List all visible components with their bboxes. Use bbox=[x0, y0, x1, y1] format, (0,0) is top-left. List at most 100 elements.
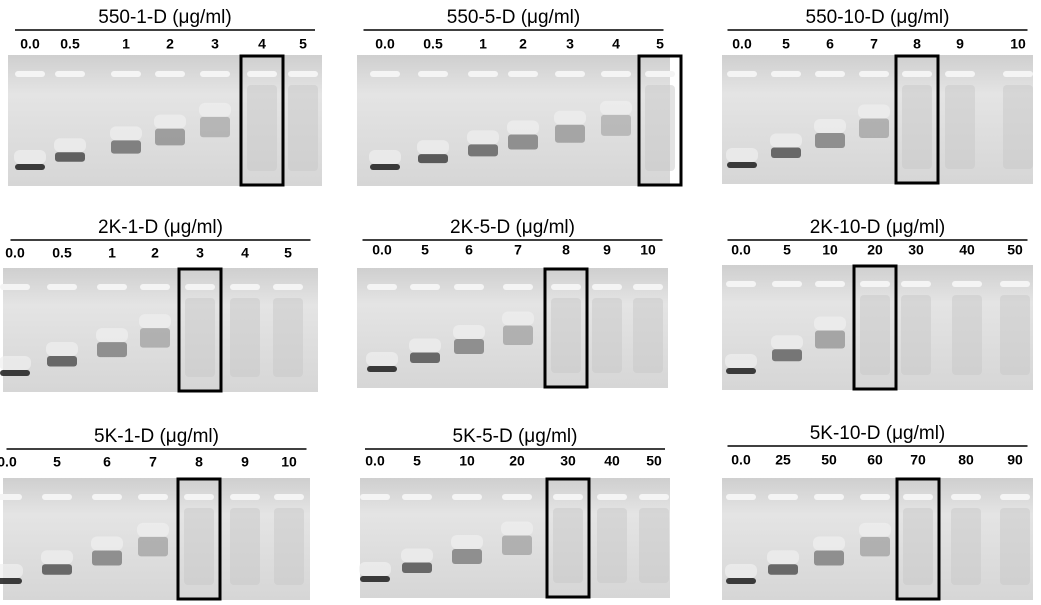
lane-label: 10 bbox=[822, 242, 838, 258]
lane-label: 4 bbox=[612, 36, 620, 52]
band bbox=[860, 536, 890, 557]
band bbox=[813, 536, 845, 551]
band bbox=[771, 335, 803, 350]
band bbox=[97, 342, 127, 358]
lane-label: 10 bbox=[281, 454, 297, 470]
band bbox=[727, 162, 757, 168]
band bbox=[41, 550, 73, 565]
lane-label: 5 bbox=[782, 36, 790, 52]
panel-title: 5K-5-D (μg/ml) bbox=[453, 426, 578, 447]
highlight-box bbox=[895, 477, 941, 601]
band bbox=[409, 338, 441, 353]
band bbox=[726, 578, 756, 584]
well bbox=[553, 494, 583, 500]
well bbox=[184, 494, 214, 500]
lane-label: 0.0 bbox=[365, 453, 385, 469]
lane-label: 0.5 bbox=[52, 245, 72, 261]
lane-label: 4 bbox=[241, 245, 249, 261]
lane-label: 5 bbox=[53, 454, 61, 470]
lane-label: 30 bbox=[908, 242, 924, 258]
smear bbox=[952, 295, 982, 375]
well bbox=[247, 71, 277, 77]
band bbox=[467, 130, 499, 145]
band bbox=[768, 564, 798, 575]
lane-label: 80 bbox=[958, 452, 974, 468]
smear bbox=[185, 298, 215, 377]
highlight-box bbox=[637, 54, 683, 187]
band bbox=[140, 328, 170, 348]
band bbox=[55, 152, 85, 162]
well bbox=[410, 284, 440, 290]
lane-label: 20 bbox=[509, 453, 525, 469]
band bbox=[770, 133, 802, 148]
band bbox=[468, 144, 498, 157]
lane-label: 2 bbox=[151, 245, 159, 261]
panel-title: 550-5-D (μg/ml) bbox=[447, 7, 580, 28]
band bbox=[859, 522, 891, 537]
band bbox=[155, 128, 185, 146]
band bbox=[452, 549, 482, 564]
highlight-box bbox=[894, 54, 940, 185]
band bbox=[54, 138, 86, 153]
lane-label: 7 bbox=[149, 454, 157, 470]
band bbox=[600, 100, 632, 115]
well bbox=[633, 284, 663, 290]
well bbox=[360, 494, 390, 500]
smear bbox=[274, 508, 304, 585]
panel-title: 5K-10-D (μg/ml) bbox=[810, 423, 946, 444]
band bbox=[199, 102, 231, 117]
well bbox=[47, 284, 77, 290]
well bbox=[945, 71, 975, 77]
smear bbox=[288, 85, 318, 171]
well bbox=[503, 284, 533, 290]
well bbox=[367, 284, 397, 290]
lane-label: 50 bbox=[1007, 242, 1023, 258]
well bbox=[771, 71, 801, 77]
band bbox=[417, 140, 449, 155]
well bbox=[768, 494, 798, 500]
well bbox=[288, 71, 318, 77]
lane-label: 0.0 bbox=[375, 36, 395, 52]
well bbox=[1003, 71, 1033, 77]
lane-label: 7 bbox=[514, 242, 522, 258]
lane-label: 0.0 bbox=[731, 242, 751, 258]
band bbox=[815, 330, 845, 349]
panel-title: 550-10-D (μg/ml) bbox=[806, 7, 950, 28]
lane-label: 5 bbox=[656, 36, 664, 52]
band bbox=[814, 118, 846, 133]
well bbox=[452, 494, 482, 500]
band bbox=[451, 535, 483, 549]
well bbox=[555, 71, 585, 77]
lane-label: 7 bbox=[870, 36, 878, 52]
lane-label: 8 bbox=[195, 454, 203, 470]
band bbox=[814, 316, 846, 331]
band bbox=[507, 120, 539, 135]
smear bbox=[273, 298, 303, 377]
lane-label: 3 bbox=[196, 245, 204, 261]
band bbox=[154, 114, 186, 129]
well bbox=[0, 494, 22, 500]
lane-label: 8 bbox=[562, 242, 570, 258]
lane-label: 70 bbox=[910, 452, 926, 468]
lane-label: 5 bbox=[284, 245, 292, 261]
well bbox=[42, 494, 72, 500]
well bbox=[370, 71, 400, 77]
band bbox=[418, 154, 448, 164]
band bbox=[0, 370, 30, 376]
band bbox=[15, 164, 45, 170]
band bbox=[814, 550, 844, 566]
smear bbox=[639, 508, 669, 583]
panel-title: 2K-10-D (μg/ml) bbox=[810, 217, 946, 238]
band bbox=[725, 354, 757, 368]
smear bbox=[860, 295, 890, 375]
lane-label: 0.0 bbox=[20, 36, 40, 52]
well bbox=[951, 494, 981, 500]
band bbox=[502, 311, 534, 326]
highlight-box bbox=[176, 477, 222, 601]
well bbox=[597, 494, 627, 500]
band bbox=[369, 150, 401, 164]
smear bbox=[247, 85, 277, 171]
band bbox=[200, 116, 230, 138]
lane-label: 3 bbox=[566, 36, 574, 52]
smear bbox=[553, 508, 583, 583]
